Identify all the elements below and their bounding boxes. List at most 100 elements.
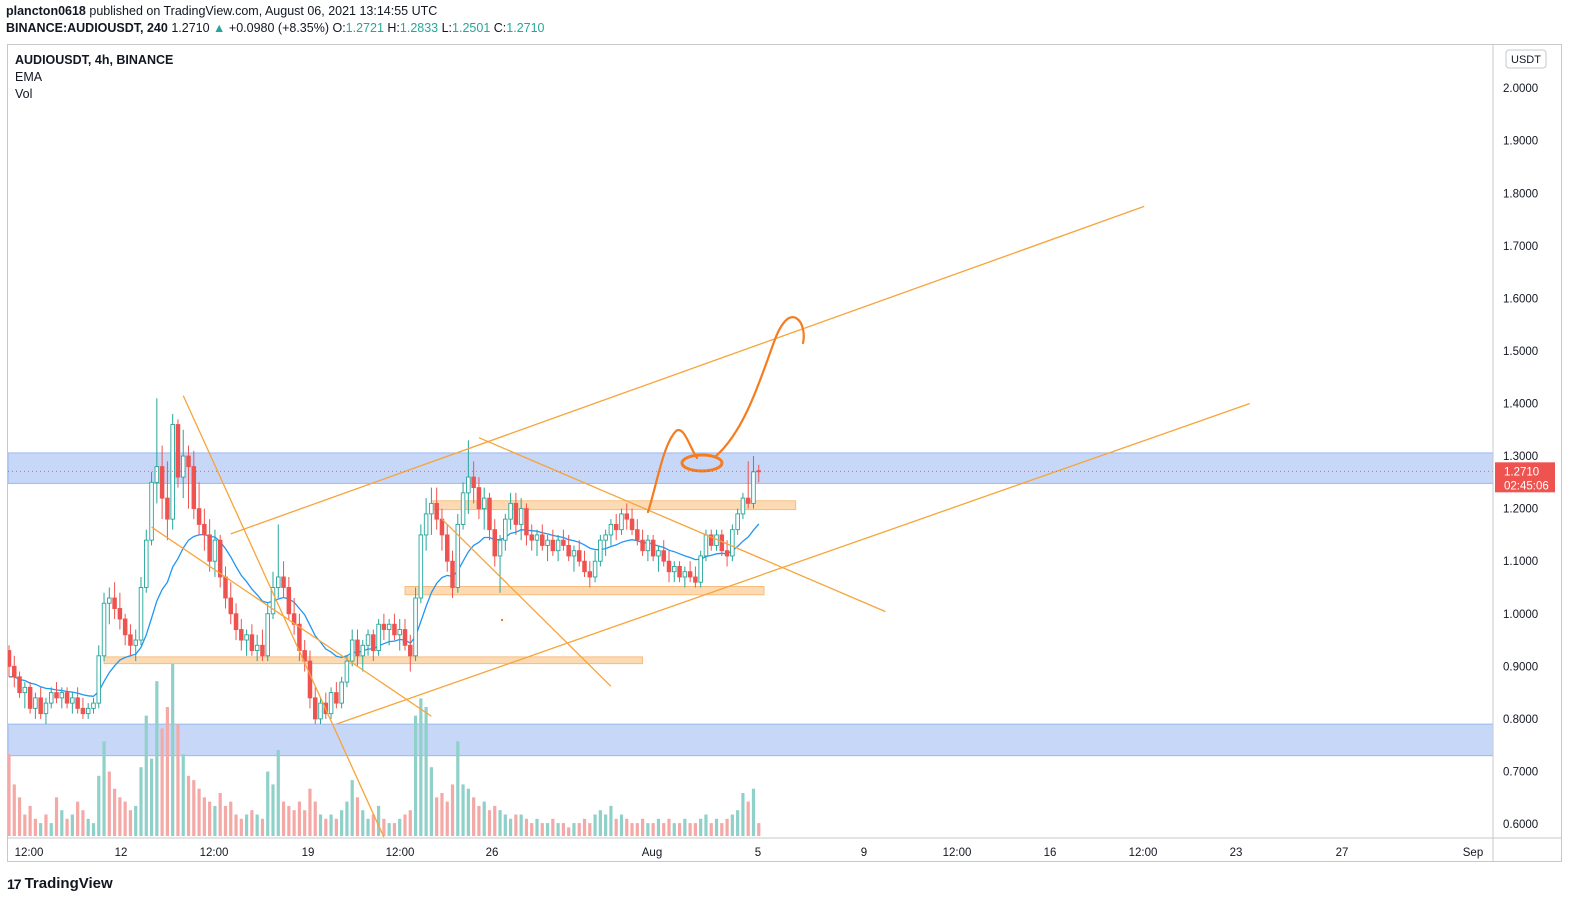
volume-bar [487,810,492,836]
support-resistance-zone-1 [8,723,1493,757]
volume-bar [218,793,222,836]
legend-vol[interactable]: Vol [15,87,33,101]
candle-body [186,455,191,468]
candle-body [17,676,22,694]
symbol-summary: BINANCE:AUDIOUSDT, 240 1.2710 ▲ +0.0980 … [6,21,545,35]
time-tick-label: 12:00 [1129,847,1158,859]
candle-countdown-label: 02:45:06 [1504,480,1549,492]
breakout-circle [680,453,724,473]
volume-bar [424,707,428,836]
time-tick-label: 5 [755,847,761,859]
candle-body [349,639,355,662]
volume-bar [714,818,719,836]
author-name[interactable]: plancton0618 [6,4,86,18]
volume-bar [318,814,323,836]
time-tick-label: Aug [642,847,662,859]
volume-bar [683,818,687,836]
volume-bar [355,797,360,836]
candle-body [740,497,746,515]
candle-body [402,629,408,646]
candle-body [381,623,387,630]
volume-bar [588,823,592,836]
candle-body [154,466,160,483]
candle-body [413,597,418,657]
candle-body [677,566,682,578]
candle-body [386,623,392,630]
price-tick-label: 1.0000 [1503,609,1538,621]
legend-title[interactable]: AUDIOUSDT, 4h, BINANCE [15,53,174,67]
candle-body [471,476,476,489]
candle-body [592,560,598,578]
candle-body [682,571,688,578]
candle-body [233,613,239,630]
volume-bar [334,818,338,836]
candle-body [724,550,730,557]
candle-body [661,550,666,562]
candle-body [107,597,112,604]
price-tick-label: 1.3000 [1503,451,1538,463]
volume-bar [313,801,317,836]
volume-bar [81,810,85,836]
open-label: O: [332,21,346,35]
candle-body [312,697,318,720]
price-tick-label: 0.6000 [1503,819,1538,831]
candle-body [555,539,561,552]
candle-body [175,424,181,478]
candle-body [270,587,276,615]
symbol-line: BINANCE:AUDIOUSDT, 240 [6,21,168,35]
candle-body [608,523,614,536]
time-tick-label: 9 [861,847,867,859]
volume-bar [535,818,539,836]
candle-body [693,576,698,583]
volume-bar [76,801,80,836]
volume-bar [118,797,122,836]
volume-bar [561,823,565,836]
tradingview-logo-icon: 17 [7,875,22,892]
candle-body [64,692,70,704]
candle-body [70,697,75,704]
volume-bar [672,823,676,836]
volume-bar [97,775,101,836]
candle-body [12,665,17,678]
volume-bar [44,814,48,836]
last-price-label: 1.2710 [1504,466,1539,478]
volume-bar [551,818,555,836]
time-tick-label: 16 [1044,847,1057,859]
legend-ema[interactable]: EMA [15,70,43,84]
time-tick-label: 12 [115,847,128,859]
candle-body [508,502,513,520]
volume-bar [450,784,455,836]
candle-body [429,502,434,515]
up-arrow-icon: ▲ [213,21,226,35]
volume-bar [160,728,164,836]
candle-body [455,523,461,588]
volume-bar [741,793,745,836]
volume-bar [440,793,444,836]
candle-body [165,497,170,520]
volume-bar [419,698,423,836]
candle-body [207,534,212,562]
candle-body [418,534,424,599]
tradingview-footer: 17 TradingView [7,875,113,892]
volume-bar [260,818,265,836]
price-tick-label: 1.4000 [1503,399,1538,411]
volume-bar [107,771,111,836]
volume-bar [12,784,16,836]
volume-bar [86,818,90,836]
candle-body [33,697,38,709]
trend-line-1 [336,402,1251,725]
candle-body [22,686,28,694]
candle-body [492,529,498,557]
candle-body [291,613,297,625]
chart-legend: AUDIOUSDT, 4h, BINANCE EMA Vol [15,52,173,103]
volume-bar [350,780,354,836]
tradingview-brand[interactable]: TradingView [24,875,113,892]
candle-body [48,692,54,704]
candle-body [576,550,582,562]
volume-bar [266,771,270,836]
volume-bar [656,818,661,836]
volume-bar [466,788,470,836]
volume-bar [91,823,96,836]
volume-bar [408,810,412,836]
